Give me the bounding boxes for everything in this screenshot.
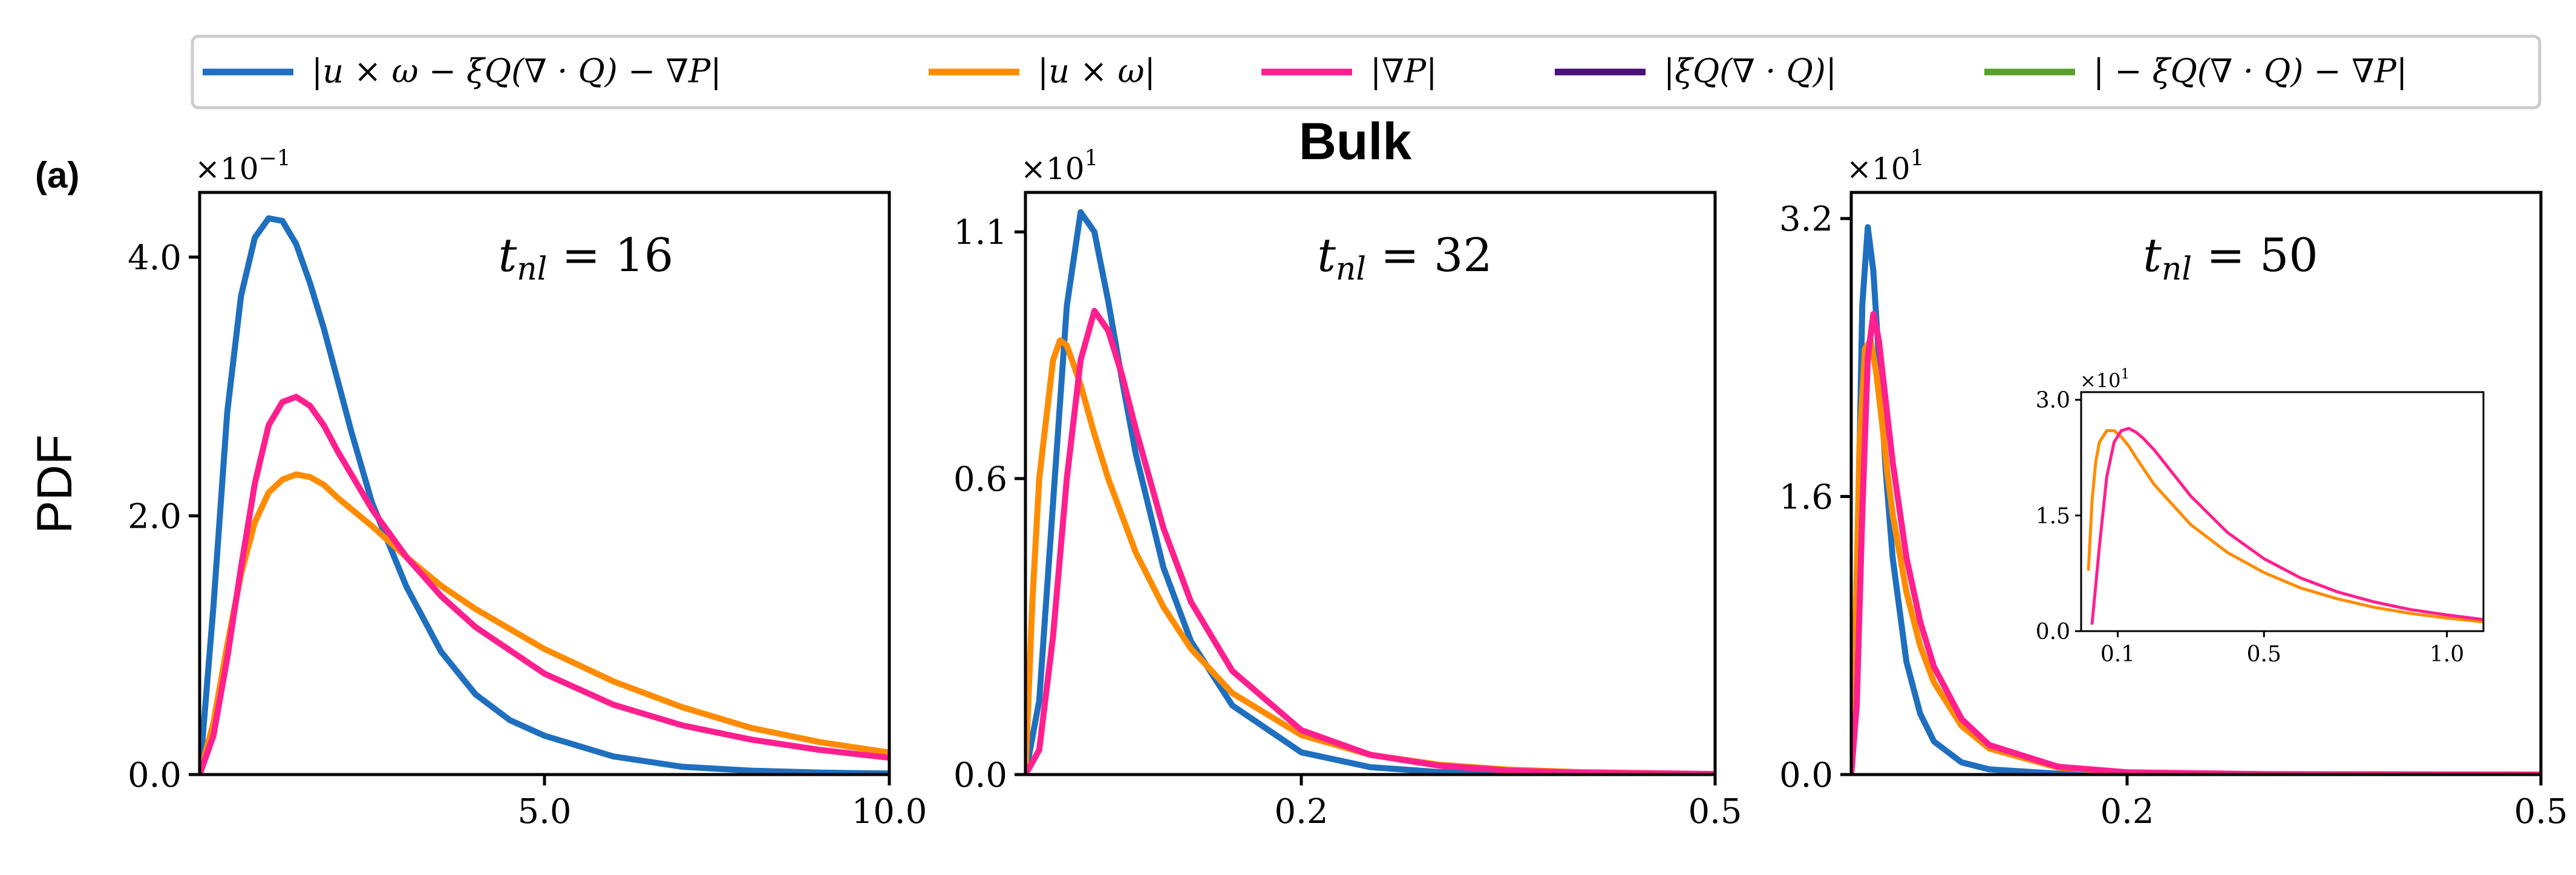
chart-panel: 0.0 2.0 4.0 5.0 10.0 ×10−1 tnl = 16	[128, 146, 927, 832]
inset-chart: 0.0 1.5 3.0 0.1 0.5 1.0 ×101	[2036, 367, 2485, 667]
panel-label: (a)	[35, 155, 79, 195]
x-tick-label: 10.0	[852, 792, 927, 831]
x-tick-label: 5.0	[517, 792, 571, 831]
inset-x-tick-label: 0.5	[2247, 642, 2281, 667]
y-multiplier: ×10−1	[195, 146, 291, 187]
plot-frame	[1849, 191, 2543, 776]
inset-series-line	[2090, 427, 2483, 625]
series-line	[1025, 307, 1715, 775]
inset-background	[2081, 392, 2483, 631]
y-tick-label: 1.6	[1779, 478, 1833, 517]
legend-frame	[191, 34, 2542, 110]
y-tick-label: 4.0	[128, 238, 181, 278]
legend-label: |u × ω − ξQ(∇ · Q) − ∇P|	[312, 52, 722, 90]
legend: |u × ω − ξQ(∇ · Q) − ∇P| |u × ω| |∇P| |ξQ(∇…	[191, 34, 2542, 110]
series-line	[200, 215, 889, 775]
y-tick-label: 0.0	[953, 756, 1007, 795]
y-tick-label: 0.6	[953, 460, 1007, 499]
figure-title: Bulk	[1299, 113, 1412, 171]
inset-y-tick-label: 3.0	[2036, 388, 2070, 413]
legend-label: | − ξQ(∇ · Q) − ∇P|	[2093, 52, 2407, 90]
legend-label: |∇P|	[1370, 52, 1437, 90]
inset-y-multiplier: ×101	[2080, 367, 2130, 392]
inset-y-tick-label: 1.5	[2036, 504, 2070, 529]
legend-entry: |u × ω|	[929, 52, 1156, 90]
inset-y-tick-label: 0.0	[2036, 620, 2070, 644]
y-tick-label: 2.0	[128, 497, 181, 536]
series-group	[200, 215, 889, 775]
y-multiplier: ×101	[1021, 146, 1098, 187]
y-axis-label: PDF	[27, 434, 82, 534]
legend-label: |ξQ(∇ · Q)|	[1664, 52, 1837, 90]
legend-entry: | − ξQ(∇ · Q) − ∇P|	[1984, 52, 2407, 90]
inset-x-tick-label: 1.0	[2430, 642, 2464, 667]
inset-x-tick-label: 0.1	[2100, 642, 2135, 667]
y-tick-label: 0.0	[128, 756, 181, 795]
inset-series-group	[2087, 427, 2483, 625]
legend-label: |u × ω|	[1038, 52, 1156, 90]
series-group	[1025, 209, 1715, 775]
x-tick-label: 0.2	[2100, 792, 2154, 831]
x-tick-label: 0.2	[1274, 792, 1328, 831]
time-annotation: tnl = 16	[499, 228, 673, 287]
legend-entry: |u × ω − ξQ(∇ · Q) − ∇P|	[203, 52, 722, 90]
series-line	[200, 471, 889, 775]
y-tick-label: 0.0	[1779, 756, 1833, 795]
legend-entry: |∇P|	[1261, 52, 1437, 90]
series-line	[200, 393, 889, 775]
series-line	[1851, 311, 2541, 775]
inset-frame	[2080, 391, 2485, 632]
time-annotation: tnl = 50	[2143, 228, 2318, 287]
x-tick-label: 0.5	[1688, 792, 1742, 831]
time-annotation: tnl = 32	[1317, 228, 1492, 287]
plot-frame	[1024, 191, 1717, 776]
legend-entry: |ξQ(∇ · Q)|	[1555, 52, 1837, 90]
x-tick-label: 0.5	[2514, 792, 2568, 831]
y-multiplier: ×101	[1846, 146, 1924, 187]
chart-panel: 0.0 0.6 1.1 0.2 0.5 ×101 tnl = 32	[953, 146, 1742, 832]
inset-series-line	[2087, 429, 2483, 624]
y-tick-label: 3.2	[1779, 200, 1833, 239]
y-tick-label: 1.1	[953, 213, 1007, 252]
series-line	[1025, 209, 1715, 775]
